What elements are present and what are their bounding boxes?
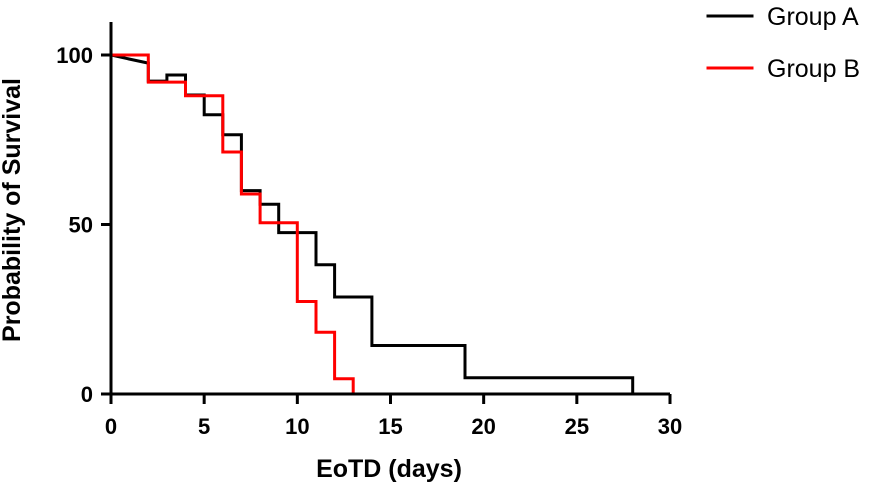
y-tick-label: 100 bbox=[56, 43, 93, 68]
y-ticks: 0 50 100 bbox=[56, 43, 111, 407]
series-line-group-b bbox=[109, 53, 355, 396]
series-layer bbox=[109, 53, 635, 396]
x-tick-label: 10 bbox=[285, 414, 309, 439]
legend-label-group-a: Group A bbox=[767, 3, 859, 31]
x-axis-title: EoTD (days) bbox=[316, 455, 462, 483]
y-tick-label: 0 bbox=[81, 382, 93, 407]
series-line-group-a bbox=[109, 53, 635, 396]
x-tick-label: 20 bbox=[471, 414, 495, 439]
x-tick-label: 30 bbox=[658, 414, 682, 439]
legend-label-group-b: Group B bbox=[767, 55, 860, 83]
y-tick-label: 50 bbox=[69, 213, 93, 238]
axes-layer bbox=[109, 22, 670, 396]
x-ticks: 0 5 10 15 20 25 30 bbox=[105, 394, 682, 439]
legend: Group A Group B bbox=[706, 3, 860, 83]
x-tick-label: 15 bbox=[378, 414, 402, 439]
x-tick-label: 25 bbox=[565, 414, 589, 439]
x-tick-label: 0 bbox=[105, 414, 117, 439]
y-axis-title: Probability of Survival bbox=[0, 78, 26, 342]
x-tick-label: 5 bbox=[198, 414, 210, 439]
